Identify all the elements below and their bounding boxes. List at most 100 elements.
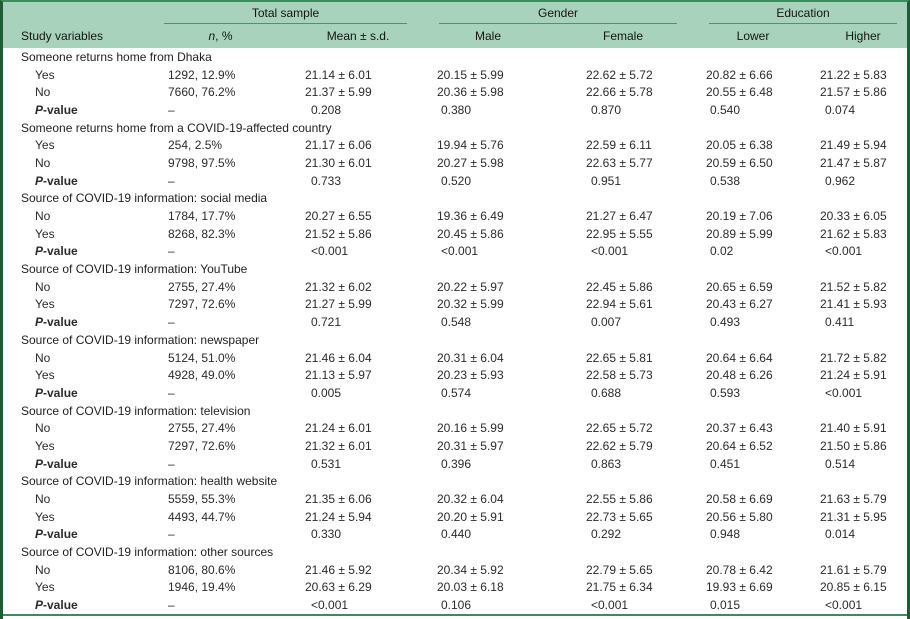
table-row: Yes 4928, 49.0% 21.13 ± 5.97 20.23 ± 5.93 22… [3, 366, 907, 384]
value-cell: <0.001 [441, 244, 479, 259]
value-cell: 7660, 76.2% [168, 85, 236, 100]
value-cell: 22.79 ± 5.65 [586, 562, 653, 577]
value-cell: 20.63 ± 6.29 [305, 580, 372, 595]
section-header-row: Source of COVID-19 information: other so… [3, 543, 907, 561]
value-cell: 21.27 ± 5.99 [305, 297, 372, 312]
group-header-row: Total sample Gender Education [3, 2, 907, 24]
value-cell: 21.61 ± 5.79 [820, 562, 887, 577]
value-cell: 0.948 [710, 527, 741, 542]
value-cell: 20.15 ± 5.99 [437, 67, 504, 82]
value-cell: 21.35 ± 6.06 [305, 492, 372, 507]
row-label: Yes [35, 368, 55, 383]
value-cell: 0.540 [710, 102, 741, 117]
section-title: Source of COVID-19 information: social m… [21, 191, 268, 206]
row-label: No [35, 421, 51, 436]
value-cell: 0.574 [441, 385, 472, 400]
value-cell: 20.65 ± 6.59 [706, 279, 773, 294]
value-cell: 22.95 ± 5.55 [586, 226, 653, 241]
value-cell: 8106, 80.6% [168, 562, 236, 577]
value-cell: 20.34 ± 5.92 [437, 562, 504, 577]
group-education-label: Education [776, 6, 830, 20]
value-cell: 20.31 ± 5.97 [437, 438, 504, 453]
value-cell: 5124, 51.0% [168, 350, 236, 365]
value-cell: 20.45 ± 5.86 [437, 226, 504, 241]
table-row: P-value – <0.001 <0.001 <0.001 0.02 <0.001 [3, 243, 907, 261]
value-cell: 7297, 72.6% [168, 297, 236, 312]
value-cell: 21.24 ± 5.91 [820, 368, 887, 383]
section-header-row: Source of COVID-19 information: health w… [3, 473, 907, 491]
value-cell: – [168, 315, 175, 330]
value-cell: 22.58 ± 5.73 [586, 368, 653, 383]
row-label: P-value [35, 456, 78, 471]
value-cell: 5559, 55.3% [168, 492, 236, 507]
table-row: P-value – 0.721 0.548 0.007 0.493 0.411 [3, 313, 907, 331]
value-cell: – [168, 598, 175, 613]
value-cell: 20.82 ± 6.66 [706, 67, 773, 82]
value-cell: 20.20 ± 5.91 [437, 509, 504, 524]
value-cell: 21.75 ± 6.34 [586, 580, 653, 595]
value-cell: 19.94 ± 5.76 [437, 138, 504, 153]
group-total-sample: Total sample [148, 2, 423, 24]
section-header-row: Source of COVID-19 information: YouTube [3, 260, 907, 278]
value-cell: 21.37 ± 5.99 [305, 85, 372, 100]
table-row: Yes 1292, 12.9% 21.14 ± 6.01 20.15 ± 5.99 22… [3, 66, 907, 84]
table-row: Yes 8268, 82.3% 21.52 ± 5.86 20.45 ± 5.86 22… [3, 225, 907, 243]
table-row: No 9798, 97.5% 21.30 ± 6.01 20.27 ± 5.98 22.… [3, 154, 907, 172]
table-row: Yes 1946, 19.4% 20.63 ± 6.29 20.03 ± 6.18 21… [3, 579, 907, 597]
value-cell: – [168, 173, 175, 188]
table-row: No 1784, 17.7% 20.27 ± 6.55 19.36 ± 6.49 21.… [3, 207, 907, 225]
row-label: No [35, 209, 51, 224]
row-label: No [35, 85, 51, 100]
value-cell: 21.72 ± 5.82 [820, 350, 887, 365]
value-cell: 20.43 ± 6.27 [706, 297, 773, 312]
table-row: No 7660, 76.2% 21.37 ± 5.99 20.36 ± 5.98 22.… [3, 83, 907, 101]
value-cell: 20.16 ± 5.99 [437, 421, 504, 436]
section-header-row: Someone returns home from Dhaka [3, 48, 907, 66]
value-cell: <0.001 [825, 598, 863, 613]
value-cell: 20.22 ± 5.97 [437, 279, 504, 294]
table-row: Yes 7297, 72.6% 21.32 ± 6.01 20.31 ± 5.97 22… [3, 437, 907, 455]
table-row: P-value – 0.733 0.520 0.951 0.538 0.962 [3, 172, 907, 190]
value-cell: 0.005 [311, 385, 342, 400]
value-cell: 0.330 [311, 527, 342, 542]
value-cell: 21.32 ± 6.01 [305, 438, 372, 453]
value-cell: 0.014 [825, 527, 856, 542]
value-cell: <0.001 [591, 598, 629, 613]
value-cell: 1784, 17.7% [168, 209, 236, 224]
value-cell: 20.56 ± 5.80 [706, 509, 773, 524]
group-gender-label: Gender [537, 6, 579, 20]
section-header-row: Source of COVID-19 information: televisi… [3, 402, 907, 420]
value-cell: 1292, 12.9% [168, 67, 236, 82]
data-table: Total sample Gender Education Study vari… [3, 2, 907, 614]
row-label: P-value [35, 315, 78, 330]
value-cell: 254, 2.5% [168, 138, 223, 153]
value-cell: 20.19 ± 7.06 [706, 209, 773, 224]
value-cell: 4493, 44.7% [168, 509, 236, 524]
row-label: P-value [35, 385, 78, 400]
value-cell: 20.58 ± 6.69 [706, 492, 773, 507]
value-cell: 21.62 ± 5.83 [820, 226, 887, 241]
row-label: P-value [35, 527, 78, 542]
table-row: Yes 7297, 72.6% 21.27 ± 5.99 20.32 ± 5.99 22… [3, 296, 907, 314]
table-header: Total sample Gender Education Study vari… [3, 2, 907, 48]
section-title: Source of COVID-19 information: health w… [21, 474, 278, 489]
row-label: P-value [35, 102, 78, 117]
value-cell: 21.57 ± 5.86 [820, 85, 887, 100]
value-cell: 21.24 ± 5.94 [305, 509, 372, 524]
col-higher: Higher [845, 29, 881, 43]
table-row: Yes 254, 2.5% 21.17 ± 6.06 19.94 ± 5.76 22.5… [3, 136, 907, 154]
value-cell: 20.59 ± 6.50 [706, 155, 773, 170]
row-label: No [35, 350, 51, 365]
value-cell: 22.65 ± 5.81 [586, 350, 653, 365]
value-cell: <0.001 [591, 244, 629, 259]
value-cell: 0.493 [710, 315, 741, 330]
value-cell: 20.27 ± 6.55 [305, 209, 372, 224]
col-n-pct: n, % [208, 29, 233, 43]
value-cell: 22.63 ± 5.77 [586, 155, 653, 170]
col-lower: Lower [736, 29, 770, 43]
value-cell: 22.73 ± 5.65 [586, 509, 653, 524]
value-cell: 0.015 [710, 598, 741, 613]
value-cell: 20.85 ± 6.15 [820, 580, 887, 595]
value-cell: 20.32 ± 6.04 [437, 492, 504, 507]
